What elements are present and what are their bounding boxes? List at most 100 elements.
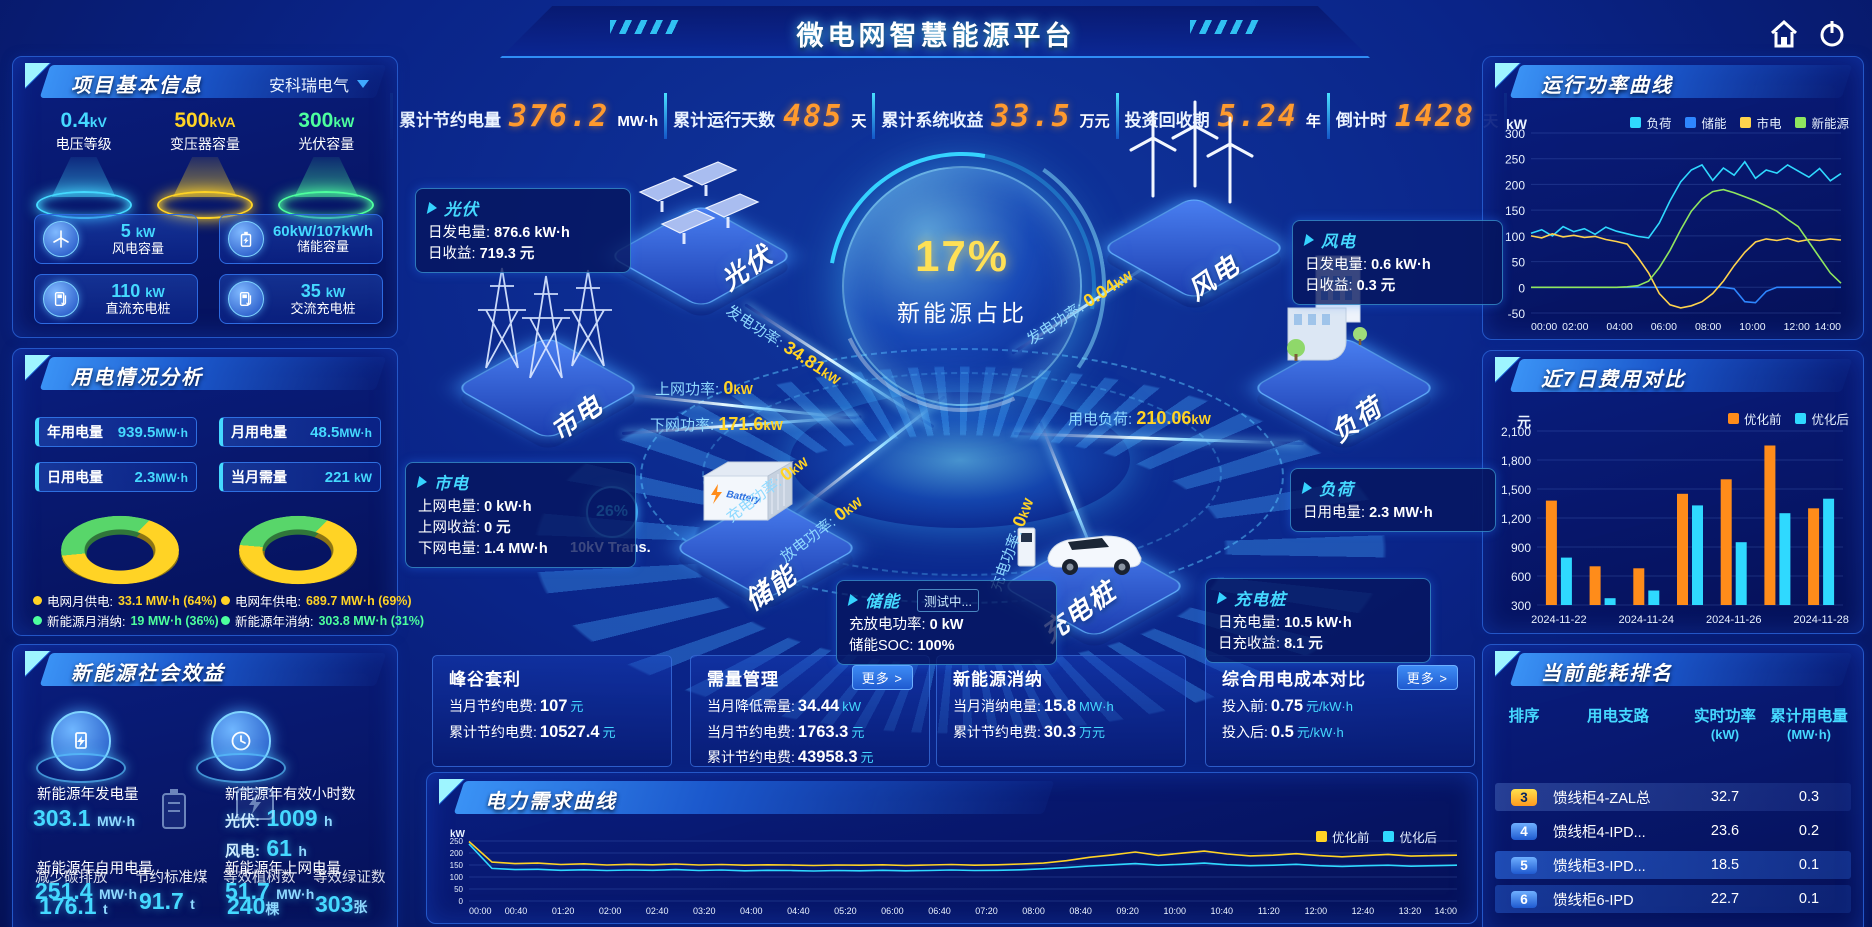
- renewable-consumption-card: 新能源消纳 当月消纳电量: 15.8 MW·h 累计节约电费: 30.3 万元: [936, 655, 1186, 767]
- svg-text:06:40: 06:40: [928, 906, 951, 916]
- kpi-countdown: 倒计时 1428 天: [1335, 98, 1498, 134]
- svg-text:50: 50: [454, 885, 463, 894]
- charger-info-box: 充电桩 日充电量: 10.5 kW·h 日充收益: 8.1 元: [1205, 578, 1431, 664]
- svg-text:250: 250: [450, 837, 464, 846]
- svg-text:-50: -50: [1508, 307, 1526, 321]
- legend-swatch: [1795, 413, 1807, 424]
- legend-item: 新能源年消纳: 303.8 MW·h (31%): [221, 611, 424, 630]
- panel-title: 当前能耗排名: [1541, 663, 1673, 685]
- chevron-right-icon: [426, 202, 439, 214]
- storage-capacity-card: 60kW/107kWh 储能容量: [219, 214, 383, 264]
- table-row[interactable]: 6 馈线柜6-IPD 22.7 0.1: [1495, 885, 1851, 913]
- legend-item: 新能源月消纳: 19 MW·h (36%): [33, 611, 219, 630]
- svg-text:900: 900: [1511, 541, 1531, 555]
- transformer-capacity-stat: 500kVA 变压器容量: [144, 109, 265, 219]
- bolt-ghost-icon: [235, 787, 275, 826]
- svg-text:2,100: 2,100: [1501, 425, 1531, 439]
- rank-badge: 4: [1511, 822, 1537, 840]
- legend-item[interactable]: 市电: [1740, 113, 1781, 132]
- hours-label: 新能源年有效小时数: [225, 787, 356, 803]
- month-energy-donut: [61, 515, 179, 585]
- more-button[interactable]: 更多 >: [851, 665, 913, 690]
- pv-info-box: 光伏 日发电量: 876.6 kW·h 日收益: 719.3 元: [415, 188, 631, 274]
- svg-text:200: 200: [1505, 178, 1525, 192]
- svg-text:12:00: 12:00: [1784, 321, 1810, 333]
- pv-capacity-stat: 300kW 光伏容量: [266, 109, 387, 219]
- table-row[interactable]: 4 馈线柜4-IPD... 23.6 0.2: [1495, 817, 1851, 845]
- charger-icon: [43, 281, 79, 317]
- legend-item[interactable]: 优化后: [1383, 827, 1437, 846]
- svg-text:150: 150: [450, 861, 464, 870]
- panel-title: 用电情况分析: [71, 367, 203, 389]
- title-decor-left: [610, 20, 680, 34]
- svg-text:09:20: 09:20: [1116, 906, 1139, 916]
- svg-text:02:00: 02:00: [1562, 321, 1588, 333]
- legend-item[interactable]: 负荷: [1630, 113, 1671, 132]
- day-usage-stat: 日用电量 2.3MW·h: [35, 462, 197, 492]
- legend-item[interactable]: 优化前: [1315, 827, 1369, 846]
- svg-text:50: 50: [1512, 256, 1526, 270]
- project-info-panel: 项目基本信息 安科瑞电气 0.4kV 电压等级 500kVA 变压器容量 300…: [12, 56, 398, 338]
- wind-turbines-icon: [1129, 100, 1254, 204]
- chevron-right-icon: [1301, 482, 1314, 494]
- chevron-down-icon: [357, 80, 369, 88]
- chevron-right-icon: [416, 476, 429, 488]
- legend-item[interactable]: 新能源: [1795, 113, 1849, 132]
- svg-text:2024-11-28: 2024-11-28: [1793, 614, 1848, 626]
- power-icon[interactable]: [1816, 18, 1848, 50]
- legend-item[interactable]: 储能: [1685, 113, 1726, 132]
- svg-text:11:20: 11:20: [1258, 906, 1280, 916]
- battery-container-icon: Battery: [702, 461, 794, 521]
- panel-title: 项目基本信息: [71, 75, 203, 97]
- kpi-payback: 投资回收期 5.24 年: [1124, 98, 1321, 134]
- rank-badge: 5: [1511, 856, 1537, 874]
- usage-analysis-panel: 用电情况分析 年用电量 939.5MW·h 月用电量 48.5MW·h 日用电量…: [12, 348, 424, 636]
- svg-text:04:40: 04:40: [787, 906, 810, 916]
- svg-text:02:40: 02:40: [646, 906, 669, 916]
- legend-swatch: [1383, 831, 1395, 842]
- svg-text:元: 元: [1517, 414, 1531, 430]
- svg-text:10:00: 10:00: [1739, 321, 1765, 333]
- svg-text:kW: kW: [450, 829, 466, 840]
- panel-title: 新能源社会效益: [71, 663, 225, 685]
- load-info-box: 负荷 日用电量: 2.3 MW·h: [1290, 468, 1496, 533]
- renewable-month-dot: [33, 616, 42, 625]
- peak-valley-card: 峰谷套利 当月节约电费: 107 元 累计节约电费: 10527.4 元: [432, 655, 672, 767]
- more-button[interactable]: 更多 >: [1396, 665, 1458, 690]
- rank-badge: 3: [1511, 788, 1537, 806]
- chart-legend: 负荷 储能 市电 新能源: [1630, 113, 1849, 132]
- home-icon[interactable]: [1768, 18, 1800, 50]
- svg-text:14:00: 14:00: [1815, 321, 1841, 333]
- grid-down-flow-label: 下网功率: 171.6kW: [650, 414, 783, 434]
- legend-item[interactable]: 优化后: [1795, 409, 1849, 428]
- company-select[interactable]: 安科瑞电气: [269, 72, 369, 96]
- panel-title: 电力需求曲线: [485, 791, 617, 813]
- chevron-right-icon: [847, 594, 860, 606]
- legend-swatch: [1740, 117, 1752, 128]
- renewable-benefit-panel: 新能源社会效益 新能源年发电量 303.1 MW·h 新能源年有效小时数 光伏:…: [12, 644, 398, 927]
- svg-text:0: 0: [1518, 281, 1525, 295]
- svg-text:00:00: 00:00: [469, 906, 492, 916]
- demand-curve-panel: 电力需求曲线 优化前 优化后 kW 0 50 100 150 200 250 00:00 00:4…: [426, 772, 1478, 924]
- gen-label: 新能源年发电量: [37, 787, 139, 803]
- legend-item[interactable]: 优化前: [1727, 409, 1781, 428]
- table-row[interactable]: 3 馈线柜4-ZAL总 32.7 0.3: [1495, 783, 1851, 811]
- battery-ghost-icon: [159, 787, 189, 836]
- legend-swatch: [1727, 413, 1739, 424]
- wind-info-box: 风电 日发电量: 0.6 kW·h 日收益: 0.3 元: [1292, 220, 1503, 306]
- svg-text:600: 600: [1511, 570, 1531, 584]
- svg-text:05:20: 05:20: [834, 906, 857, 916]
- svg-text:14:00: 14:00: [1434, 906, 1457, 916]
- legend-item: 电网月供电: 33.1 MW·h (64%): [33, 591, 217, 610]
- table-row[interactable]: 5 馈线柜3-IPD... 18.5 0.1: [1495, 851, 1851, 879]
- svg-text:10:00: 10:00: [1163, 906, 1186, 916]
- cost-comparison-card: 综合用电成本对比 更多 > 投入前: 0.75 元/kW·h 投入后: 0.5 元/kW·…: [1205, 655, 1475, 767]
- energy-rank-panel: 当前能耗排名 排序 用电支路 实时功率 (kW) 累计用电量 (MW·h) 3 馈线…: [1482, 644, 1864, 927]
- power-curve-chart: kW -50 0 50 100 150 200 250 300 00:00 02:00 04:00 06…: [1505, 116, 1842, 333]
- svg-text:06:00: 06:00: [1651, 321, 1677, 333]
- svg-text:04:00: 04:00: [740, 906, 763, 916]
- renewable-percent: 17%: [914, 232, 1010, 281]
- month-demand-stat: 当月需量 221 kW: [219, 462, 381, 492]
- svg-text:03:20: 03:20: [693, 906, 716, 916]
- storage-info-box: 储能 测试中... 充放电功率: 0 kW 储能SOC: 100%: [836, 580, 1057, 666]
